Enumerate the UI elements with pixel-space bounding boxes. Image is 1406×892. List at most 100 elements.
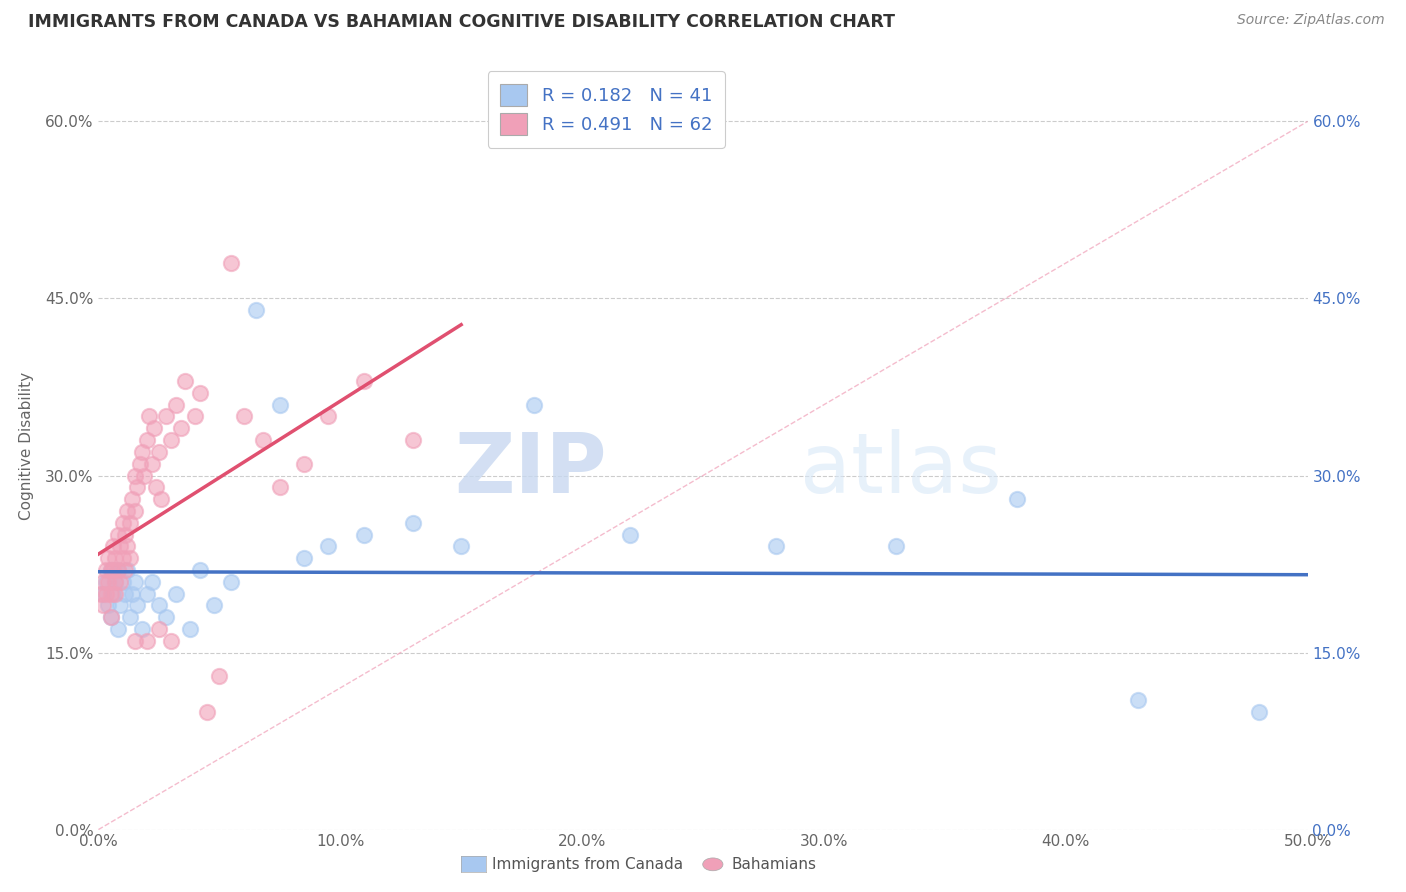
Point [160, 633, 183, 648]
Point [148, 445, 170, 459]
Point [150, 492, 173, 507]
Point [148, 622, 170, 636]
Point [169, 421, 191, 435]
Point [252, 433, 274, 447]
Point [269, 398, 291, 412]
Point [124, 468, 146, 483]
Text: Immigrants from Canada: Immigrants from Canada [492, 857, 683, 871]
Point [131, 445, 153, 459]
Point [94, 563, 117, 577]
Point [316, 409, 339, 424]
Point [104, 574, 127, 589]
Point [127, 480, 149, 494]
Point [107, 563, 129, 577]
Point [188, 563, 211, 577]
Point [204, 599, 226, 613]
Point [135, 433, 157, 447]
Point [765, 539, 787, 553]
Point [114, 527, 136, 541]
Point [353, 374, 375, 388]
Point [165, 398, 187, 412]
Point [221, 574, 243, 589]
Point [402, 433, 425, 447]
Point [118, 551, 141, 566]
Point [269, 480, 291, 494]
Point [316, 539, 339, 553]
Point [104, 551, 127, 566]
Point [292, 551, 315, 566]
Point [124, 633, 146, 648]
Point [97, 599, 120, 613]
Point [155, 610, 177, 624]
Text: Bahamians: Bahamians [731, 857, 815, 871]
Point [114, 586, 136, 600]
Point [155, 409, 177, 424]
Point [101, 539, 124, 553]
Point [121, 586, 143, 600]
Point [184, 409, 207, 424]
Point [134, 468, 156, 483]
Point [111, 516, 134, 530]
Point [221, 256, 243, 270]
Point [208, 669, 231, 683]
Point [104, 586, 127, 600]
Point [353, 527, 375, 541]
Point [101, 586, 124, 600]
Point [135, 633, 157, 648]
Point [1007, 492, 1029, 507]
Point [523, 398, 546, 412]
Point [108, 574, 131, 589]
Point [107, 527, 129, 541]
Point [1128, 692, 1150, 706]
Point [138, 409, 160, 424]
Legend: R = 0.182   N = 41, R = 0.491   N = 62: R = 0.182 N = 41, R = 0.491 N = 62 [488, 71, 725, 148]
Point [101, 563, 124, 577]
Point [179, 622, 201, 636]
Point [131, 622, 153, 636]
Point [114, 563, 136, 577]
Text: ZIP: ZIP [454, 428, 606, 509]
Point [145, 480, 167, 494]
Point [117, 504, 139, 518]
Point [124, 504, 146, 518]
Point [91, 586, 114, 600]
Point [108, 539, 131, 553]
Point [94, 586, 117, 600]
Point [100, 563, 122, 577]
Point [108, 599, 131, 613]
Point [886, 539, 908, 553]
Text: atlas: atlas [800, 428, 1001, 509]
Point [143, 421, 166, 435]
Point [128, 457, 150, 471]
Point [91, 599, 114, 613]
Point [118, 516, 141, 530]
Point [94, 574, 117, 589]
Point [121, 492, 143, 507]
Point [100, 586, 122, 600]
Point [91, 574, 114, 589]
Point [141, 574, 163, 589]
Point [90, 586, 112, 600]
Point [619, 527, 641, 541]
Point [165, 586, 187, 600]
Point [188, 385, 211, 400]
Point [1249, 705, 1271, 719]
Point [104, 574, 127, 589]
Point [141, 457, 163, 471]
Point [148, 599, 170, 613]
Point [107, 622, 129, 636]
Point [174, 374, 197, 388]
Point [111, 551, 134, 566]
Text: Source: ZipAtlas.com: Source: ZipAtlas.com [1237, 13, 1385, 28]
Circle shape [703, 858, 723, 871]
Point [450, 539, 472, 553]
Point [100, 563, 122, 577]
Text: IMMIGRANTS FROM CANADA VS BAHAMIAN COGNITIVE DISABILITY CORRELATION CHART: IMMIGRANTS FROM CANADA VS BAHAMIAN COGNI… [28, 13, 896, 31]
Point [135, 586, 157, 600]
Point [118, 610, 141, 624]
Point [160, 433, 183, 447]
Point [107, 563, 129, 577]
Point [292, 457, 315, 471]
Point [100, 610, 122, 624]
Point [100, 610, 122, 624]
